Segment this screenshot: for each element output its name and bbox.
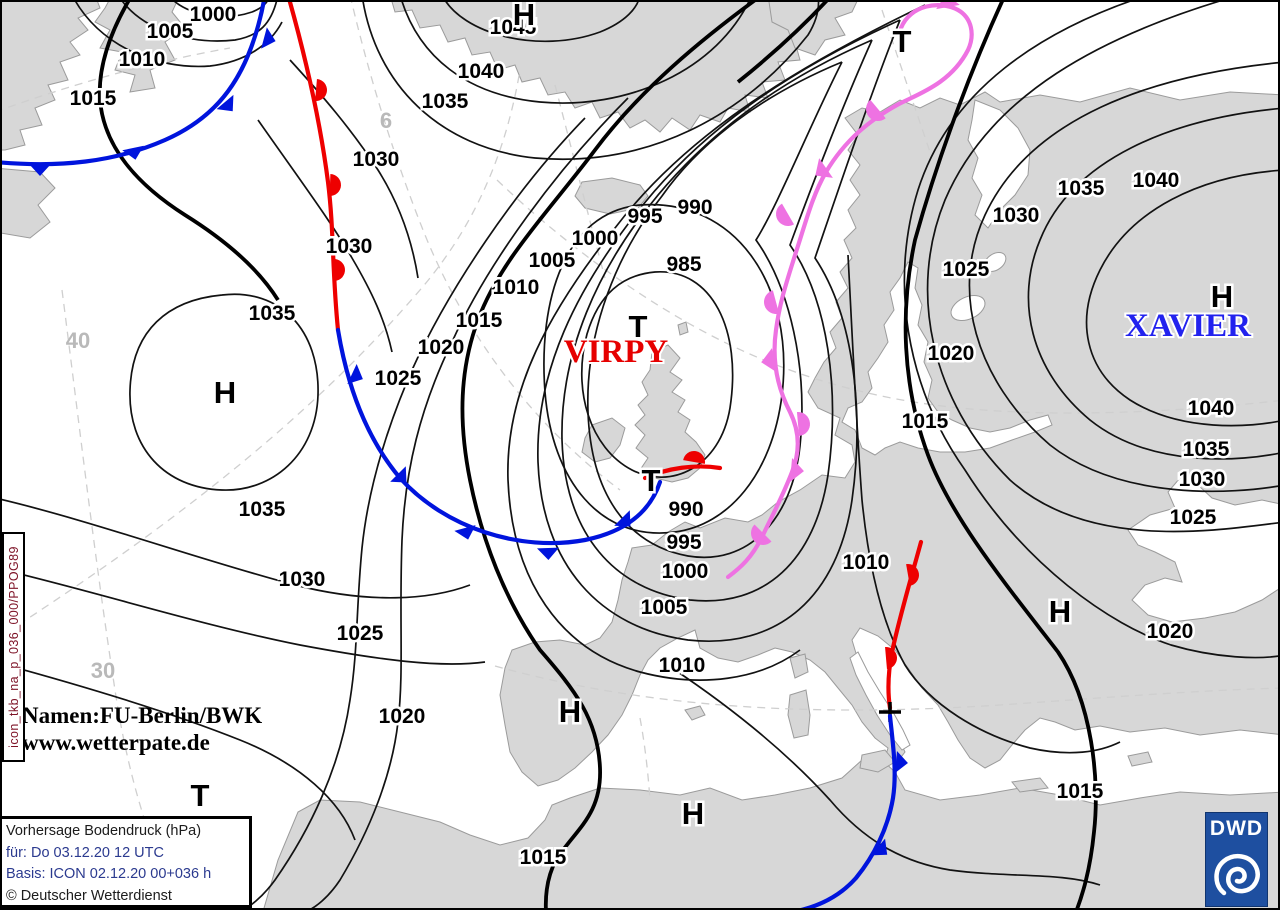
legend-copyright: © Deutscher Wetterdienst (6, 887, 172, 904)
legend-box: Vorhersage Bodendruck (hPa) für: Do 03.1… (0, 816, 252, 908)
named-system-labels: VIRPY XAVIER (562, 306, 1254, 372)
isobar-label-1025: 1025 (375, 367, 422, 390)
isobar-label-1015: 1015 (520, 846, 567, 869)
graticule-number: 30 (91, 658, 115, 683)
graticule-number: 40 (66, 328, 90, 353)
system-name-xavier: XAVIER (1125, 308, 1252, 344)
grid-labels: 40 30 6 (66, 108, 392, 683)
adriatic-sea (849, 651, 911, 751)
high-marker: H (1049, 594, 1071, 629)
system-name-virpy: VIRPY (564, 334, 669, 370)
low-marker: T (642, 463, 661, 498)
product-code-text: icon_tkb_na_p_036_000/PPOG89 (6, 546, 21, 748)
isobar-label-1000: 1000 (190, 3, 237, 26)
fronts (0, 0, 974, 910)
isobar-label-1035: 1035 (1183, 438, 1230, 461)
legend-model-basis: Basis: ICON 02.12.20 00+036 h (6, 866, 212, 882)
dwd-spiral-icon (1214, 853, 1260, 896)
isobar-label-1040: 1040 (1188, 397, 1235, 420)
isobar-label-995: 995 (627, 205, 662, 228)
credit-line-names: Namen:FU-Berlin/BWK (22, 703, 263, 728)
baltic-sea (841, 261, 1053, 456)
isobar-label-1010: 1010 (493, 276, 540, 299)
isobar-label-1000: 1000 (572, 227, 619, 250)
high-marker: H (214, 375, 236, 410)
isobar-label-1020: 1020 (1147, 620, 1194, 643)
isobar-label-985: 985 (666, 253, 701, 276)
isobar-label-1030: 1030 (279, 568, 326, 591)
isobar-label-1025: 1025 (943, 258, 990, 281)
dwd-logo-text: DWD (1209, 817, 1264, 840)
isobar-label-1015: 1015 (1057, 780, 1104, 803)
isobar-label-1025: 1025 (1170, 506, 1217, 529)
isobar-label-1035: 1035 (239, 498, 286, 521)
isobar-label-990: 990 (677, 196, 712, 219)
isobar-label-1020: 1020 (379, 705, 426, 728)
isobar-label-990: 990 (668, 498, 703, 521)
white-sea (967, 99, 1031, 229)
high-marker: H (559, 694, 581, 729)
warm-front-england (642, 451, 723, 481)
warm-cold-front-atlantic (287, 0, 663, 560)
front-italy-africa (795, 539, 924, 910)
isobar-label-1010: 1010 (119, 48, 166, 71)
isobar-label-1045: 1045 (490, 16, 537, 39)
legend-valid-time: für: Do 03.12.20 12 UTC (6, 844, 164, 861)
isobar-label-1035: 1035 (422, 90, 469, 113)
isobar-label-1030: 1030 (353, 148, 400, 171)
credit-text: Namen:FU-Berlin/BWK www.wetterpate.de (22, 702, 262, 756)
legend-title: Vorhersage Bodendruck (hPa) (6, 823, 202, 839)
pressure-system-markers: H T H T T H H H H T (188, 0, 1236, 834)
isobar-label-995: 995 (666, 531, 701, 554)
isobar-label-1030: 1030 (1179, 468, 1226, 491)
black-sea (1127, 477, 1280, 623)
isobar-label-1040: 1040 (1133, 169, 1180, 192)
product-code-strip: icon_tkb_na_p_036_000/PPOG89 (2, 532, 25, 762)
high-marker: H (513, 0, 535, 32)
isobar-labels: 1000100510101015104510401035103010301035… (67, 1, 1237, 872)
isobar-label-1020: 1020 (418, 336, 465, 359)
low-marker: T (629, 309, 648, 344)
isobar-label-1000: 1000 (662, 560, 709, 583)
isobar-label-1015: 1015 (70, 87, 117, 110)
isobar-label-1020: 1020 (928, 342, 975, 365)
isobar-label-1030: 1030 (993, 204, 1040, 227)
isobar-label-1010: 1010 (843, 551, 890, 574)
cold-front-northwest (0, 0, 276, 176)
isobar-label-1005: 1005 (147, 20, 194, 43)
occluded-front-norway (725, 0, 974, 580)
isobar-label-1035: 1035 (1058, 177, 1105, 200)
dwd-logo[interactable]: DWD (1205, 812, 1268, 907)
high-marker: H (682, 796, 704, 831)
low-marker: T (893, 24, 912, 59)
low-marker: T (191, 778, 210, 813)
isobar-label-1025: 1025 (337, 622, 384, 645)
isobar-label-1035: 1035 (249, 302, 296, 325)
high-marker: H (1211, 279, 1233, 314)
isobar-label-1030: 1030 (326, 235, 373, 258)
isobar-label-1010: 1010 (659, 654, 706, 677)
isobar-label-1015: 1015 (456, 309, 503, 332)
great-britain (634, 344, 706, 483)
isobar-label-1005: 1005 (529, 249, 576, 272)
isobar-label-1040: 1040 (458, 60, 505, 83)
isobar-label-1015: 1015 (902, 410, 949, 433)
credit-line-url[interactable]: www.wetterpate.de (22, 730, 210, 755)
isobar-label-1005: 1005 (641, 596, 688, 619)
graticule-number: 6 (380, 108, 392, 133)
